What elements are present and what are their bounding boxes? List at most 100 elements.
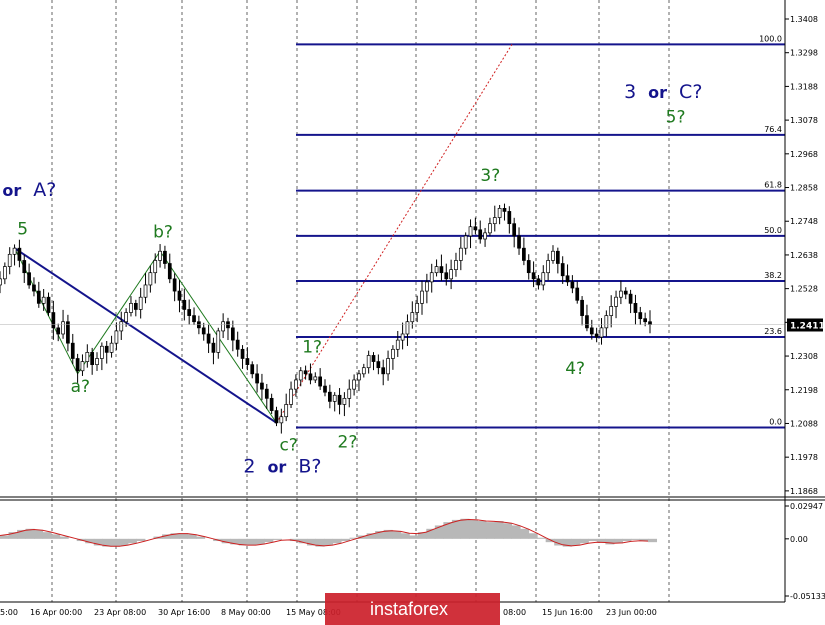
osc-histogram-bar bbox=[613, 538, 623, 544]
candle-body bbox=[80, 361, 85, 372]
candle-body bbox=[192, 315, 196, 323]
osc-histogram-bar bbox=[426, 528, 436, 539]
osc-histogram-bar bbox=[494, 521, 504, 539]
candle-body bbox=[410, 312, 415, 323]
candle-body bbox=[599, 327, 604, 338]
candle-body bbox=[585, 315, 589, 329]
price-tick-label: 1.1978 bbox=[790, 453, 818, 462]
wave-label: c? bbox=[279, 435, 297, 455]
candle-body bbox=[468, 226, 473, 237]
candle-body bbox=[439, 266, 444, 274]
osc-histogram-bar bbox=[511, 525, 521, 539]
candle-body bbox=[66, 321, 70, 344]
candle-body bbox=[619, 290, 623, 298]
candle-body bbox=[230, 327, 235, 341]
osc-histogram-bar bbox=[298, 538, 308, 544]
osc-histogram-bar bbox=[324, 538, 334, 546]
osc-histogram-bar bbox=[596, 538, 606, 543]
osc-histogram-bar bbox=[366, 533, 376, 539]
candle-body bbox=[119, 321, 124, 332]
fib-label: 61.8 bbox=[764, 181, 782, 190]
candle-body bbox=[425, 281, 429, 292]
watermark-text: instaforex bbox=[370, 599, 448, 619]
wave-label: 5? bbox=[666, 108, 686, 128]
time-tick-label: 5:00 bbox=[0, 608, 18, 617]
price-tick-label: 1.2968 bbox=[790, 150, 818, 159]
candle-body bbox=[643, 318, 647, 323]
oscillator-panel bbox=[0, 518, 658, 547]
wave-label: 4? bbox=[565, 359, 585, 379]
osc-histogram-bar bbox=[400, 533, 410, 539]
candle-body bbox=[313, 376, 318, 381]
time-tick-label: 15 May 08:00 bbox=[286, 608, 341, 617]
candle-body bbox=[614, 296, 618, 307]
osc-histogram-bar bbox=[409, 535, 419, 539]
candle-body bbox=[153, 260, 158, 274]
candle-body bbox=[56, 327, 61, 335]
osc-histogram-bar bbox=[51, 534, 61, 539]
wave-line-main bbox=[13, 247, 278, 424]
osc-histogram-bar bbox=[545, 538, 555, 543]
candle-body bbox=[551, 250, 555, 261]
candle-body bbox=[376, 361, 381, 369]
current-price: 1.2411 bbox=[790, 321, 825, 331]
fib-label: 76.4 bbox=[764, 125, 782, 134]
candle-body bbox=[623, 290, 628, 295]
candle-body bbox=[502, 208, 507, 212]
price-tick-label: 1.2308 bbox=[790, 352, 818, 361]
osc-histogram-bar bbox=[451, 519, 461, 539]
candle-body bbox=[177, 290, 182, 301]
candle-body bbox=[138, 296, 143, 310]
candle-body bbox=[536, 278, 541, 286]
candle-body bbox=[240, 348, 245, 359]
candle-body bbox=[17, 247, 22, 261]
candle-body bbox=[308, 373, 313, 381]
candle-body bbox=[163, 250, 167, 264]
candle-body bbox=[357, 373, 361, 381]
candle-body bbox=[172, 278, 177, 292]
candle-body bbox=[580, 299, 584, 316]
candle-body bbox=[454, 260, 458, 270]
candle-body bbox=[85, 352, 90, 362]
candle-body bbox=[289, 388, 293, 405]
osc-histogram-bar bbox=[537, 537, 547, 539]
osc-histogram-bar bbox=[230, 538, 240, 545]
candle-body bbox=[279, 416, 284, 424]
candle-body bbox=[391, 348, 395, 359]
osc-histogram-bar bbox=[17, 529, 27, 539]
candle-body bbox=[197, 321, 201, 329]
candle-body bbox=[366, 355, 371, 369]
candle-body bbox=[0, 278, 2, 286]
time-tick-label: 23 Apr 08:00 bbox=[94, 608, 146, 617]
candle-body bbox=[143, 284, 148, 298]
osc-histogram-bar bbox=[528, 533, 538, 539]
fib-label: 0.0 bbox=[769, 417, 782, 426]
candle-body bbox=[429, 272, 434, 283]
osc-histogram-bar bbox=[622, 538, 632, 542]
osc-histogram-bar bbox=[630, 538, 640, 540]
candle-body bbox=[361, 367, 366, 375]
candle-body bbox=[167, 263, 172, 280]
candle-body bbox=[129, 302, 133, 313]
osc-histogram-bar bbox=[247, 538, 257, 546]
candle-body bbox=[473, 226, 478, 231]
candle-body bbox=[201, 327, 206, 335]
time-tick-label: 23 Jun 00:00 bbox=[606, 608, 657, 617]
osc-histogram-bar bbox=[341, 538, 351, 542]
candle-body bbox=[342, 397, 347, 405]
candle-body bbox=[216, 330, 221, 353]
osc-histogram-bar bbox=[187, 534, 197, 539]
time-tick-label: 15 Jun 16:00 bbox=[542, 608, 593, 617]
wave-labels: 5 a? b? c? 1? 2? 3? 4? 5? or A? 2 or B? 3 or C? bbox=[2, 81, 702, 477]
osc-histogram-bar bbox=[42, 532, 52, 539]
wave-caption-part: or bbox=[648, 83, 667, 102]
candle-body bbox=[187, 309, 192, 316]
candle-body bbox=[114, 330, 119, 344]
osc-histogram-bar bbox=[136, 538, 146, 542]
candle-body bbox=[61, 321, 65, 335]
candle-body bbox=[95, 358, 99, 365]
candle-body bbox=[497, 208, 502, 218]
candle-body bbox=[415, 302, 420, 313]
osc-histogram-bar bbox=[306, 538, 316, 546]
